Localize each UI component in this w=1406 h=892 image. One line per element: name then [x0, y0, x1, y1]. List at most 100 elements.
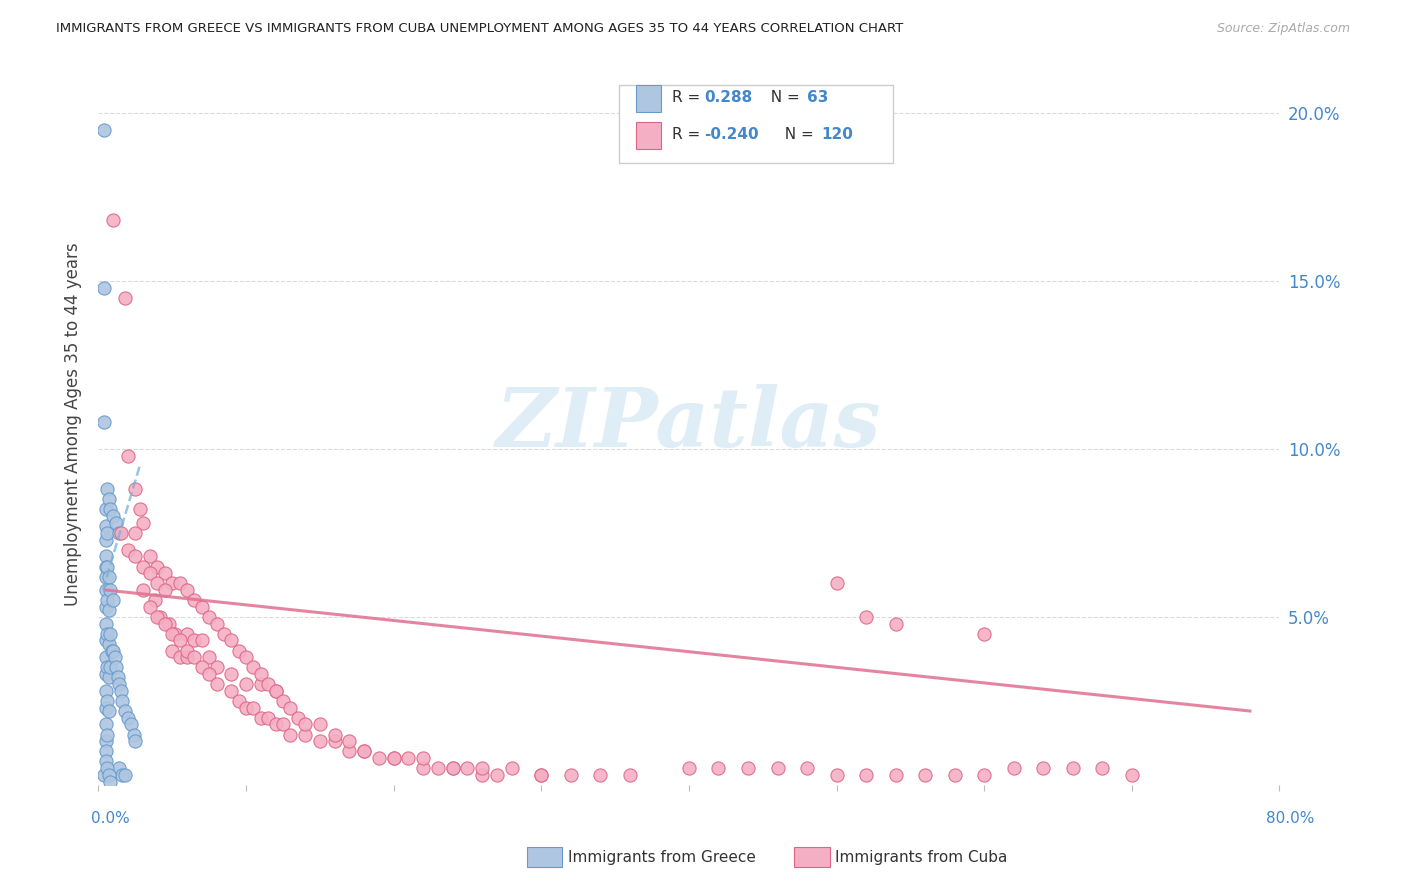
- Point: [93, 122, 115, 136]
- Point: [143, 593, 166, 607]
- Point: [97, 492, 120, 507]
- Point: [139, 566, 162, 581]
- Point: [111, 768, 134, 782]
- Point: [353, 744, 375, 758]
- Point: [104, 650, 127, 665]
- Point: [183, 650, 205, 665]
- Point: [221, 633, 243, 648]
- Point: [124, 549, 146, 564]
- Point: [309, 717, 332, 731]
- Point: [94, 559, 117, 574]
- Point: [323, 727, 346, 741]
- Point: [149, 610, 172, 624]
- Point: [205, 616, 228, 631]
- Point: [368, 751, 391, 765]
- Point: [427, 761, 450, 775]
- Point: [530, 768, 553, 782]
- Point: [398, 751, 420, 765]
- Point: [128, 502, 150, 516]
- Point: [205, 660, 228, 674]
- Point: [235, 700, 257, 714]
- Point: [382, 751, 405, 765]
- Point: [235, 650, 257, 665]
- Point: [98, 626, 121, 640]
- Point: [94, 717, 117, 731]
- Point: [257, 677, 280, 691]
- Point: [176, 643, 198, 657]
- Point: [457, 761, 479, 775]
- Point: [855, 610, 877, 624]
- Point: [264, 684, 287, 698]
- Point: [103, 643, 125, 657]
- Point: [103, 509, 125, 524]
- Point: [257, 711, 280, 725]
- Point: [914, 768, 936, 782]
- Point: [146, 559, 169, 574]
- Point: [96, 525, 118, 540]
- Point: [1032, 761, 1054, 775]
- Point: [94, 633, 117, 648]
- Text: Immigrants from Cuba: Immigrants from Cuba: [835, 850, 1008, 864]
- Text: 63: 63: [807, 90, 828, 104]
- Point: [198, 650, 221, 665]
- Point: [94, 650, 117, 665]
- Point: [412, 751, 434, 765]
- Point: [560, 768, 582, 782]
- Point: [103, 593, 125, 607]
- Point: [98, 660, 121, 674]
- Point: [94, 533, 117, 547]
- Point: [96, 626, 118, 640]
- Point: [242, 660, 264, 674]
- Point: [943, 768, 966, 782]
- Point: [191, 599, 214, 614]
- Point: [221, 684, 243, 698]
- Point: [97, 768, 120, 782]
- Point: [96, 593, 118, 607]
- Point: [264, 684, 287, 698]
- Point: [707, 761, 730, 775]
- Point: [382, 751, 405, 765]
- Point: [678, 761, 700, 775]
- Point: [111, 694, 134, 708]
- Point: [412, 761, 434, 775]
- Point: [441, 761, 464, 775]
- Point: [117, 542, 139, 557]
- Point: [98, 502, 121, 516]
- Point: [169, 633, 191, 648]
- Point: [353, 744, 375, 758]
- Point: [93, 768, 115, 782]
- Point: [264, 717, 287, 731]
- Point: [619, 768, 641, 782]
- Point: [589, 768, 612, 782]
- Point: [105, 660, 128, 674]
- Point: [98, 774, 121, 789]
- Point: [183, 633, 205, 648]
- Point: [103, 213, 125, 227]
- Point: [766, 761, 789, 775]
- Point: [1002, 761, 1025, 775]
- Point: [1121, 768, 1143, 782]
- Point: [162, 626, 183, 640]
- Point: [107, 670, 129, 684]
- Point: [441, 761, 464, 775]
- Point: [973, 768, 995, 782]
- Point: [132, 559, 155, 574]
- Text: 0.288: 0.288: [704, 90, 752, 104]
- Point: [93, 415, 115, 429]
- Point: [139, 599, 162, 614]
- Point: [501, 761, 523, 775]
- Point: [105, 516, 128, 530]
- Point: [737, 761, 759, 775]
- Point: [94, 582, 117, 597]
- Point: [250, 667, 273, 681]
- Point: [94, 667, 117, 681]
- Point: [96, 559, 118, 574]
- Point: [94, 569, 117, 583]
- Point: [280, 727, 302, 741]
- Point: [153, 616, 176, 631]
- Point: [108, 525, 131, 540]
- Text: IMMIGRANTS FROM GREECE VS IMMIGRANTS FROM CUBA UNEMPLOYMENT AMONG AGES 35 TO 44 : IMMIGRANTS FROM GREECE VS IMMIGRANTS FRO…: [56, 22, 904, 36]
- Text: N =: N =: [761, 90, 804, 104]
- Text: N =: N =: [775, 128, 818, 142]
- Point: [825, 576, 848, 591]
